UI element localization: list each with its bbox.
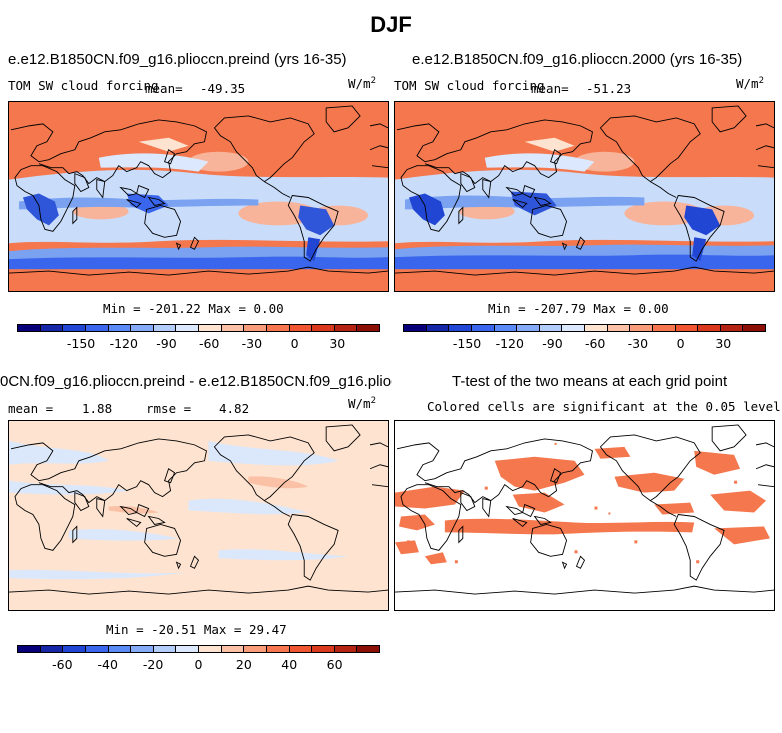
colorbar-tick-label: -120 (495, 336, 524, 351)
top-left-map (8, 101, 389, 292)
bottom-left-map (8, 420, 389, 611)
bottom-left-rmse-value: 4.82 (219, 401, 250, 416)
colorbar-tick-label: 40 (281, 657, 298, 672)
colorbar-swatch (18, 325, 41, 331)
top-left-mean-label: mean= (145, 81, 183, 96)
colorbar-swatch (585, 325, 608, 331)
colorbar-swatch (153, 646, 177, 652)
colorbar-swatch (108, 646, 132, 652)
bottom-left-mean-label: mean = (8, 401, 54, 416)
top-right-variable-label: TOM SW cloud forcing (394, 78, 545, 93)
colorbar-swatch (426, 325, 450, 331)
colorbar-tick-label: -60 (198, 336, 220, 351)
colorbar-swatch (652, 325, 676, 331)
colorbar-tick-label: -150 (452, 336, 482, 351)
colorbar-tick-label: 0 (290, 336, 299, 351)
colorbar-swatch (312, 325, 335, 331)
colorbar-swatch (199, 325, 222, 331)
top-left-panel-title: e.e12.B1850CN.f09_g16.plioccn.preind (yr… (8, 51, 347, 68)
colorbar-swatch (244, 646, 267, 652)
colorbar-swatch (720, 325, 744, 331)
bottom-left-colorbar (17, 645, 380, 653)
colorbar-swatch (562, 325, 585, 331)
colorbar-tick-label: -20 (142, 657, 164, 672)
colorbar-swatch (85, 646, 109, 652)
colorbar-tick-label: -120 (109, 336, 138, 351)
colorbar-tick-label: 20 (235, 657, 252, 672)
top-right-minmax: Min = -207.79 Max = 0.00 (488, 301, 669, 316)
bottom-left-panel-title: 0CN.f09_g16.plioccn.preind - e.e12.B1850… (0, 373, 392, 390)
bottom-left-minmax: Min = -20.51 Max = 29.47 (106, 622, 287, 637)
colorbar-swatch (221, 646, 245, 652)
top-left-units: W/m2 (348, 76, 376, 92)
top-right-map (394, 101, 775, 292)
colorbar-swatch (630, 325, 653, 331)
colorbar-swatch (698, 325, 721, 331)
colorbar-swatch (312, 646, 335, 652)
colorbar-tick-label: -60 (52, 657, 73, 672)
colorbar-swatch (40, 325, 64, 331)
colorbar-swatch (494, 325, 518, 331)
colorbar-swatch (539, 325, 563, 331)
colorbar-tick-label: -30 (241, 336, 263, 351)
colorbar-swatch (517, 325, 540, 331)
bottom-right-subtitle: Colored cells are significant at the 0.0… (427, 399, 781, 414)
colorbar-tick-label: -40 (97, 657, 118, 672)
colorbar-tick-label: -60 (584, 336, 606, 351)
bottom-right-panel-title: T-test of the two means at each grid poi… (452, 373, 728, 390)
colorbar-swatch (199, 646, 222, 652)
colorbar-swatch (743, 325, 765, 331)
colorbar-swatch (449, 325, 472, 331)
colorbar-swatch (63, 325, 86, 331)
bottom-left-rmse-label: rmse = (146, 401, 192, 416)
colorbar-swatch (244, 325, 267, 331)
colorbar-tick-label: 0 (194, 657, 203, 672)
top-left-variable-label: TOM SW cloud forcing (8, 78, 159, 93)
top-left-minmax: Min = -201.22 Max = 0.00 (103, 301, 284, 316)
bottom-left-mean-value: 1.88 (82, 401, 113, 416)
top-right-mean-label: mean= (531, 81, 569, 96)
colorbar-swatch (176, 646, 199, 652)
colorbar-swatch (289, 646, 313, 652)
colorbar-swatch (176, 325, 199, 331)
colorbar-swatch (153, 325, 177, 331)
colorbar-swatch (357, 646, 379, 652)
bottom-right-map (394, 420, 775, 611)
colorbar-swatch (108, 325, 132, 331)
colorbar-swatch (266, 325, 290, 331)
top-left-colorbar (17, 324, 380, 332)
colorbar-tick-label: -150 (66, 336, 96, 351)
colorbar-tick-label: -30 (627, 336, 649, 351)
colorbar-tick-label: -90 (156, 336, 177, 351)
colorbar-swatch (404, 325, 427, 331)
colorbar-swatch (18, 646, 41, 652)
colorbar-swatch (334, 325, 358, 331)
colorbar-swatch (85, 325, 109, 331)
colorbar-swatch (334, 646, 358, 652)
colorbar-tick-label: 60 (326, 657, 343, 672)
figure-title: DJF (370, 12, 412, 37)
colorbar-swatch (131, 646, 154, 652)
colorbar-tick-label: 30 (715, 336, 732, 351)
top-right-colorbar (403, 324, 766, 332)
colorbar-swatch (675, 325, 699, 331)
top-left-mean-value: -49.35 (200, 81, 246, 96)
colorbar-swatch (289, 325, 313, 331)
top-right-units: W/m2 (736, 76, 764, 92)
colorbar-swatch (131, 325, 154, 331)
colorbar-tick-label: 0 (676, 336, 685, 351)
top-right-mean-value: -51.23 (586, 81, 632, 96)
colorbar-tick-label: 30 (329, 336, 346, 351)
bottom-left-units: W/m2 (348, 396, 376, 412)
colorbar-tick-label: -90 (542, 336, 563, 351)
colorbar-swatch (40, 646, 64, 652)
colorbar-swatch (607, 325, 631, 331)
colorbar-swatch (63, 646, 86, 652)
colorbar-swatch (471, 325, 495, 331)
colorbar-swatch (221, 325, 245, 331)
colorbar-swatch (357, 325, 379, 331)
top-right-panel-title: e.e12.B1850CN.f09_g16.plioccn.2000 (yrs … (412, 51, 743, 68)
colorbar-swatch (266, 646, 290, 652)
